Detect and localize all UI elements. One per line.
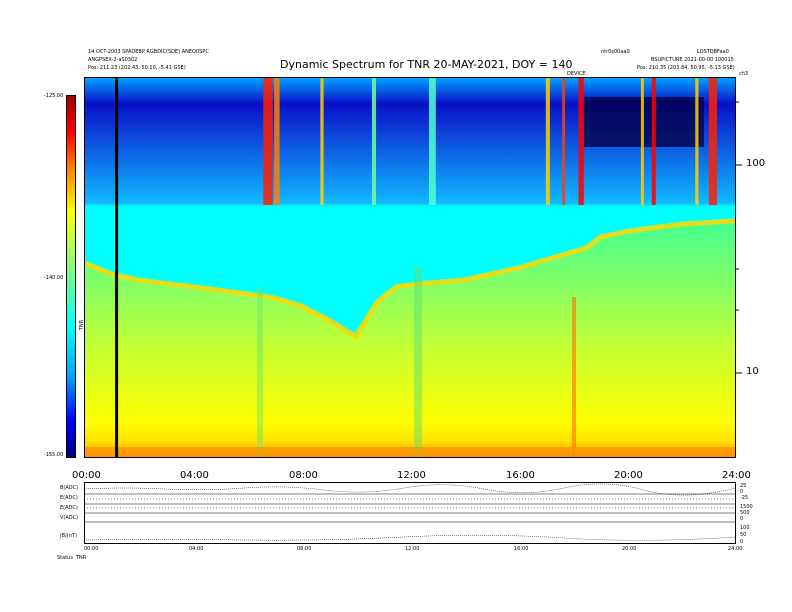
burst-streak: [371, 77, 377, 205]
x-tick-1: 04:00: [180, 470, 209, 481]
x-tick-0: 00:00: [72, 470, 101, 481]
burst-streak: [320, 77, 324, 205]
x-tick-5: 20:00: [614, 470, 643, 481]
aux-label-2: E(ADC): [60, 505, 78, 511]
header-pos-right: Pos: 210.35 (203.84, 50.95, -5.13 GSE): [637, 65, 735, 71]
aux-rtick-3: 1500: [740, 504, 753, 510]
aux-rtick-8: 0: [740, 539, 744, 545]
aux-xtick-3: 12:00: [405, 546, 420, 552]
x-tick-2: 08:00: [289, 470, 318, 481]
aux-rtick-7: 50: [740, 532, 747, 538]
burst-streak: [695, 77, 699, 205]
burst-streak: [651, 77, 656, 205]
y-tick-100: 100: [746, 158, 766, 169]
spectrogram: [84, 77, 736, 458]
burst-streak: [578, 77, 584, 205]
burst-streak: [562, 77, 566, 205]
header-info-line-1: 14 OCT-2003 SPADEBP RGBDIC(SDE) ANEQ0SPC: [88, 49, 209, 55]
band-stripe: [257, 287, 263, 457]
header-right-mid: BSUPICTURE 2021-00-00 100015: [651, 57, 734, 63]
burst-streak: [545, 77, 550, 205]
x-tick-6: 24:00: [722, 470, 751, 481]
aux-xtick-2: 08:00: [297, 546, 312, 552]
band-stripe: [414, 267, 422, 457]
aux-panels: [84, 482, 736, 544]
corner-label: ch3: [739, 71, 749, 77]
aux-rtick-1: 0: [740, 489, 744, 495]
footer-status: Status: [57, 555, 73, 561]
quiet-block: [584, 97, 704, 147]
aux-label-3: V(ADC): [60, 515, 79, 521]
aux-xtick-0: 00:00: [84, 546, 99, 552]
band-stripe: [572, 297, 576, 457]
aux-xtick-4: 16:00: [514, 546, 529, 552]
y-axis-ticks: [736, 101, 742, 374]
aux-xtick-1: 04:00: [189, 546, 204, 552]
aux-trace-b: [84, 483, 736, 496]
colorbar-tick-bottom: -155.00: [44, 452, 64, 458]
aux-rtick-2: -25: [740, 495, 749, 501]
x-tick-3: 12:00: [397, 470, 426, 481]
plot-frame: [84, 77, 736, 458]
burst-streak: [429, 77, 436, 205]
header-right-a: ntr0s00aa0: [601, 49, 630, 55]
aux-rtick-4: 500: [740, 510, 750, 516]
aux-xtick-5: 20:00: [622, 546, 637, 552]
colorbar: [66, 95, 76, 458]
aux-label-4: |B|(nT): [60, 533, 77, 539]
y-tick-10: 10: [746, 366, 759, 377]
burst-streak: [274, 77, 280, 205]
header-pos-left: Pos: 211.23 (202.43, 50.10, -5.41 GSE): [88, 65, 186, 71]
chart-title: Dynamic Spectrum for TNR 20-MAY-2021, DO…: [280, 58, 573, 71]
band-floor: [84, 447, 736, 458]
colorbar-tick-mid: -140.00: [44, 275, 64, 281]
aux-rtick-6: 100: [740, 525, 750, 531]
aux-label-1: E(ADC): [60, 495, 78, 501]
burst-streak: [708, 77, 717, 205]
footer-tag: TNR: [76, 555, 87, 561]
x-tick-4: 16:00: [506, 470, 535, 481]
header-info-line-2: ANGPSEX-2-aS0302: [88, 57, 138, 63]
burst-streak: [263, 77, 273, 205]
aux-xtick-6: 24:00: [728, 546, 743, 552]
event-label: DEVICE: [567, 71, 586, 77]
header-right-b: LOSTDBFaa0: [697, 49, 729, 55]
emission-band-edge: [84, 218, 736, 340]
aux-rtick-0: 25: [740, 483, 747, 489]
aux-rtick-5: 0: [740, 516, 744, 522]
aux-trace-bmag: [84, 534, 736, 541]
burst-streak: [640, 77, 644, 205]
colorbar-tick-top: -125.00: [44, 93, 64, 99]
aux-label-0: B(ADC): [60, 485, 79, 491]
